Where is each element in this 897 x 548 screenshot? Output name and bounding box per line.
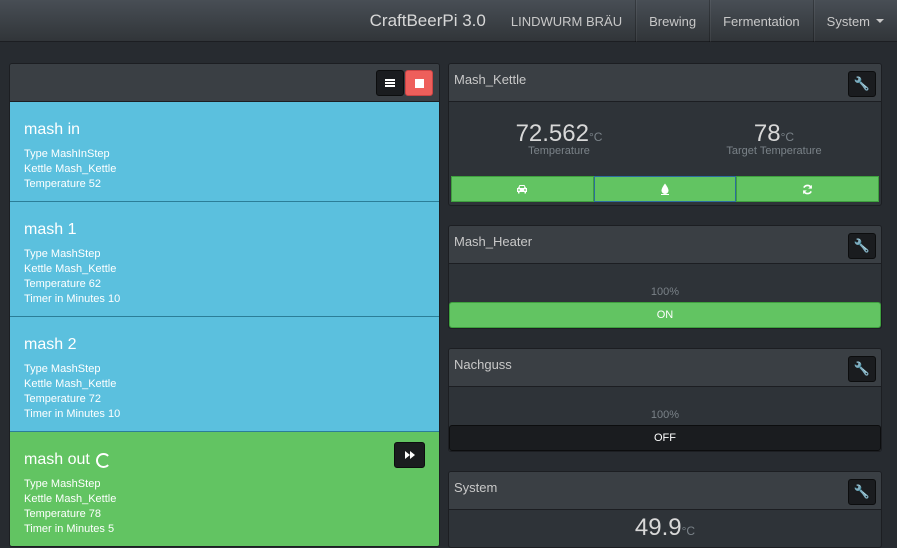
system-title: System [454, 480, 498, 495]
step-temperature: Temperature 78 [24, 508, 102, 520]
stop-icon [414, 78, 424, 88]
kettle-settings-button[interactable]: 🔧 [848, 71, 876, 97]
step-name: mash in [24, 121, 81, 138]
refresh-icon [803, 184, 813, 194]
step-name: mash 1 [24, 221, 77, 238]
nachguss-power: 100% [650, 409, 680, 421]
target-temperature-label: Target Temperature [726, 145, 822, 157]
mash-heater-settings-button[interactable]: 🔧 [848, 233, 876, 259]
stop-button[interactable] [405, 70, 433, 96]
fast-forward-icon [404, 451, 415, 459]
step-kettle: Kettle Mash_Kettle [24, 263, 117, 275]
system-temperature-value: 49.9 [634, 514, 682, 541]
automatic-button[interactable] [451, 176, 594, 202]
mash-heater-header: Mash_Heater 🔧 [449, 226, 881, 264]
step-temperature: Temperature 52 [24, 178, 102, 190]
caret-down-icon [876, 19, 884, 23]
wrench-icon: 🔧 [853, 238, 871, 253]
steps-panel-header [10, 64, 439, 102]
step-kettle: Kettle Mash_Kettle [24, 163, 117, 175]
nachguss-header: Nachguss 🔧 [449, 349, 881, 387]
target-temperature-value: 78 [753, 120, 781, 147]
kettle-target-temperature: 78°C Target Temperature [709, 120, 839, 157]
step-temperature: Temperature 72 [24, 393, 102, 405]
nachguss-settings-button[interactable]: 🔧 [848, 356, 876, 382]
step-kettle: Kettle Mash_Kettle [24, 378, 117, 390]
step-kettle: Kettle Mash_Kettle [24, 493, 117, 505]
mash-heater-panel: Mash_Heater 🔧 100% ON [448, 225, 882, 329]
kettle-title: Mash_Kettle [454, 72, 527, 87]
next-step-button[interactable] [394, 442, 425, 468]
step-name-row: mash out [24, 451, 111, 469]
car-icon [517, 185, 528, 194]
nav-item-system[interactable]: System [812, 0, 897, 42]
step-type: Type MashStep [24, 363, 101, 375]
temperature-label: Temperature [528, 145, 590, 157]
refresh-button[interactable] [736, 176, 880, 202]
brand[interactable]: CraftBeerPi 3.0 [369, 11, 486, 30]
mash-heater-power: 100% [650, 286, 680, 298]
step-item[interactable]: mash in Type MashInStep Kettle Mash_Kett… [10, 102, 439, 202]
system-panel: System 🔧 49.9°C [448, 471, 882, 548]
step-type: Type MashStep [24, 478, 101, 490]
kettle-panel-header: Mash_Kettle 🔧 [449, 64, 881, 102]
step-item[interactable]: mash 1 Type MashStep Kettle Mash_Kettle … [10, 202, 439, 317]
step-name: mash out [24, 451, 90, 468]
system-header: System 🔧 [449, 472, 881, 510]
kettle-temperature: 72.562°C Temperature [489, 120, 629, 157]
agitator-button[interactable] [593, 176, 737, 202]
step-list-button[interactable] [376, 70, 404, 96]
nachguss-panel: Nachguss 🔧 100% OFF [448, 348, 882, 452]
mash-heater-title: Mash_Heater [454, 234, 533, 249]
nachguss-title: Nachguss [454, 357, 512, 372]
step-type: Type MashInStep [24, 148, 110, 160]
navbar-menu: CraftBeerPi 3.0 LINDWURM BRÄU Brewing Fe… [370, 0, 897, 42]
temperature-value: 72.562 [515, 120, 589, 147]
step-temperature: Temperature 62 [24, 278, 102, 290]
step-item[interactable]: mash 2 Type MashStep Kettle Mash_Kettle … [10, 317, 439, 432]
system-settings-button[interactable]: 🔧 [848, 479, 876, 505]
system-temperature: 49.9°C [449, 514, 881, 542]
mash-heater-toggle[interactable]: ON [449, 302, 881, 328]
wrench-icon: 🔧 [853, 361, 871, 376]
nav-item-brewery[interactable]: LINDWURM BRÄU [510, 13, 623, 29]
target-temperature-unit: °C [780, 130, 795, 144]
kettle-actions [451, 176, 880, 202]
wrench-icon: 🔧 [853, 76, 871, 91]
step-timer: Timer in Minutes 10 [24, 293, 121, 305]
spinner-icon [95, 452, 111, 468]
list-icon [385, 79, 395, 87]
navbar: CraftBeerPi 3.0 LINDWURM BRÄU Brewing Fe… [0, 0, 897, 42]
system-temperature-unit: °C [681, 524, 696, 538]
step-item-active[interactable]: mash out Type MashStep Kettle Mash_Kettl… [10, 432, 439, 546]
nav-item-brewing[interactable]: Brewing [635, 0, 709, 42]
wrench-icon: 🔧 [853, 484, 871, 499]
kettle-panel: Mash_Kettle 🔧 72.562°C Temperature 78°C … [448, 63, 882, 206]
nav-item-fermentation[interactable]: Fermentation [709, 0, 813, 42]
nachguss-toggle[interactable]: OFF [449, 425, 881, 451]
step-timer: Timer in Minutes 10 [24, 408, 121, 420]
step-type: Type MashStep [24, 248, 101, 260]
steps-panel: mash in Type MashInStep Kettle Mash_Kett… [9, 63, 440, 547]
step-name: mash 2 [24, 336, 77, 353]
nav-item-system-label: System [826, 13, 870, 29]
temperature-unit: °C [588, 130, 603, 144]
step-timer: Timer in Minutes 5 [24, 523, 115, 535]
tint-icon [661, 183, 669, 195]
